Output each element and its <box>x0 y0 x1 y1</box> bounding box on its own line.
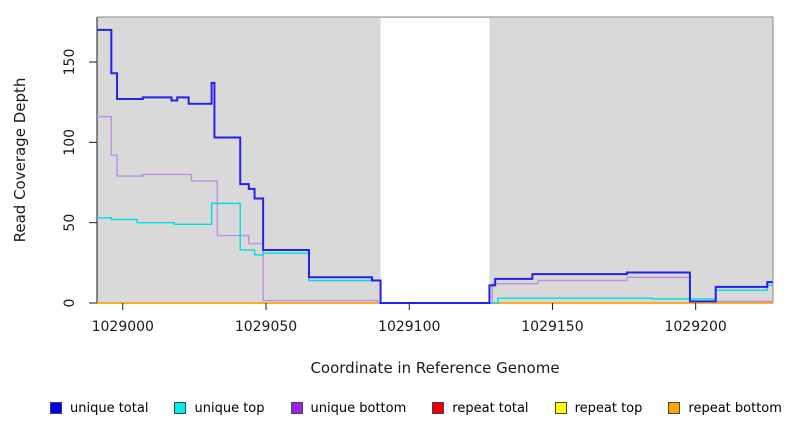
series-line-unique-total <box>97 28 773 304</box>
legend-label: repeat total <box>452 400 529 416</box>
legend-swatch-unique-total <box>50 402 62 414</box>
legend-label: unique top <box>194 400 265 416</box>
y-tick-label: 100 <box>62 129 78 156</box>
x-tick-label: 1029150 <box>521 319 583 335</box>
x-tick-label: 1029050 <box>235 319 297 335</box>
legend-item-repeat-bottom: repeat bottom <box>668 401 782 416</box>
y-axis-title: Read Coverage Depth <box>11 78 29 243</box>
legend-label: unique total <box>70 400 149 416</box>
y-tick-label: 150 <box>62 49 78 76</box>
series-layer <box>97 28 773 304</box>
x-tick-label: 1029200 <box>664 319 726 335</box>
plot-area: 1029000 1029050 1029100 1029150 1029200 0 50 10… <box>11 16 774 377</box>
series-line-unique-bottom <box>97 115 773 304</box>
x-tick-label: 1029000 <box>92 319 154 335</box>
plot-background-layer <box>96 16 774 304</box>
legend-item-unique-total: unique total <box>50 401 148 416</box>
legend-item-repeat-total: repeat total <box>432 400 529 416</box>
legend-swatch-repeat-total <box>432 402 445 414</box>
x-tick-label: 1029100 <box>378 319 440 335</box>
legend-label: repeat bottom <box>688 400 782 416</box>
series-line-unique-top <box>97 202 773 304</box>
legend-label: unique bottom <box>310 400 407 416</box>
x-axis-title: Coordinate in Reference Genome <box>310 359 559 377</box>
gap-region <box>380 18 490 303</box>
y-tick-label: 0 <box>62 299 78 308</box>
legend-swatch-repeat-bottom <box>668 402 681 414</box>
legend-label: repeat top <box>574 400 643 416</box>
legend-item-unique-top: unique top <box>174 400 265 416</box>
legend: unique total unique top unique bottom repea… <box>50 396 782 420</box>
legend-item-repeat-top: repeat top <box>554 400 643 416</box>
legend-swatch-unique-bottom <box>290 402 303 414</box>
y-tick-label: 50 <box>62 214 78 232</box>
legend-swatch-unique-top <box>174 402 187 414</box>
legend-swatch-repeat-top <box>554 402 567 414</box>
axis-ticks-layer: 1029000 1029050 1029100 1029150 1029200 0 50 10… <box>62 49 727 335</box>
legend-item-unique-bottom: unique bottom <box>290 400 407 416</box>
